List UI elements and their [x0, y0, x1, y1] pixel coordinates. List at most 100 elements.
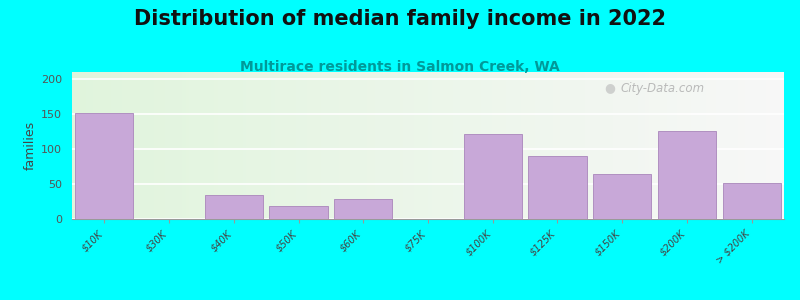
Bar — [745, 72, 749, 219]
Bar — [382, 72, 386, 219]
Bar — [211, 72, 214, 219]
Bar — [438, 72, 442, 219]
Bar — [674, 72, 677, 219]
Bar — [720, 72, 723, 219]
Bar — [457, 72, 460, 219]
Bar — [218, 72, 222, 219]
Text: City-Data.com: City-Data.com — [620, 82, 704, 95]
Bar — [722, 183, 781, 219]
Bar — [691, 72, 695, 219]
Bar — [334, 200, 393, 219]
Bar — [414, 72, 418, 219]
Bar — [755, 72, 759, 219]
Bar — [656, 72, 659, 219]
Bar — [425, 72, 428, 219]
Bar — [638, 72, 642, 219]
Bar — [627, 72, 631, 219]
Bar — [666, 72, 670, 219]
Bar — [111, 72, 114, 219]
Bar — [521, 72, 524, 219]
Bar — [197, 72, 200, 219]
Bar — [581, 72, 585, 219]
Bar — [606, 72, 610, 219]
Bar — [435, 72, 438, 219]
Text: Multirace residents in Salmon Creek, WA: Multirace residents in Salmon Creek, WA — [240, 60, 560, 74]
Bar — [293, 72, 296, 219]
Bar — [695, 72, 698, 219]
Bar — [585, 72, 588, 219]
Bar — [364, 72, 367, 219]
Bar — [104, 72, 107, 219]
Bar — [264, 72, 268, 219]
Bar — [289, 72, 293, 219]
Bar — [567, 72, 570, 219]
Bar — [393, 72, 396, 219]
Bar — [770, 72, 774, 219]
Bar — [613, 72, 617, 219]
Bar — [506, 72, 510, 219]
Bar — [482, 72, 485, 219]
Bar — [143, 72, 146, 219]
Bar — [730, 72, 734, 219]
Bar — [374, 72, 378, 219]
Bar — [282, 72, 286, 219]
Bar — [403, 72, 406, 219]
Bar — [517, 72, 521, 219]
Bar — [396, 72, 399, 219]
Bar — [431, 72, 435, 219]
Bar — [389, 72, 393, 219]
Bar — [204, 72, 207, 219]
Bar — [239, 72, 243, 219]
Bar — [688, 72, 691, 219]
Bar — [599, 72, 602, 219]
Bar — [296, 72, 300, 219]
Bar — [710, 72, 713, 219]
Bar — [335, 72, 339, 219]
Bar — [225, 72, 229, 219]
Bar — [418, 72, 421, 219]
Bar — [193, 72, 197, 219]
Bar — [663, 72, 666, 219]
Bar — [307, 72, 310, 219]
Bar — [357, 72, 360, 219]
Bar — [168, 72, 172, 219]
Bar — [399, 72, 403, 219]
Bar — [574, 72, 578, 219]
Bar — [94, 72, 97, 219]
Bar — [713, 72, 716, 219]
Bar — [649, 72, 652, 219]
Bar — [229, 72, 232, 219]
Bar — [485, 72, 489, 219]
Bar — [179, 72, 182, 219]
Bar — [514, 72, 517, 219]
Bar — [442, 72, 446, 219]
Bar — [610, 72, 613, 219]
Bar — [464, 72, 467, 219]
Bar — [314, 72, 318, 219]
Bar — [342, 72, 346, 219]
Bar — [118, 72, 122, 219]
Bar — [542, 72, 546, 219]
Bar — [350, 72, 354, 219]
Bar — [129, 72, 133, 219]
Bar — [421, 72, 425, 219]
Bar — [300, 72, 303, 219]
Bar — [631, 72, 634, 219]
Bar — [406, 72, 410, 219]
Bar — [158, 72, 161, 219]
Bar — [232, 72, 236, 219]
Bar — [528, 156, 586, 219]
Bar — [75, 72, 79, 219]
Bar — [535, 72, 538, 219]
Bar — [460, 72, 464, 219]
Text: ●: ● — [605, 82, 615, 94]
Bar — [270, 206, 328, 219]
Bar — [150, 72, 154, 219]
Bar — [360, 72, 364, 219]
Bar — [752, 72, 755, 219]
Bar — [339, 72, 342, 219]
Bar — [684, 72, 688, 219]
Bar — [207, 72, 211, 219]
Bar — [499, 72, 502, 219]
Bar — [450, 72, 453, 219]
